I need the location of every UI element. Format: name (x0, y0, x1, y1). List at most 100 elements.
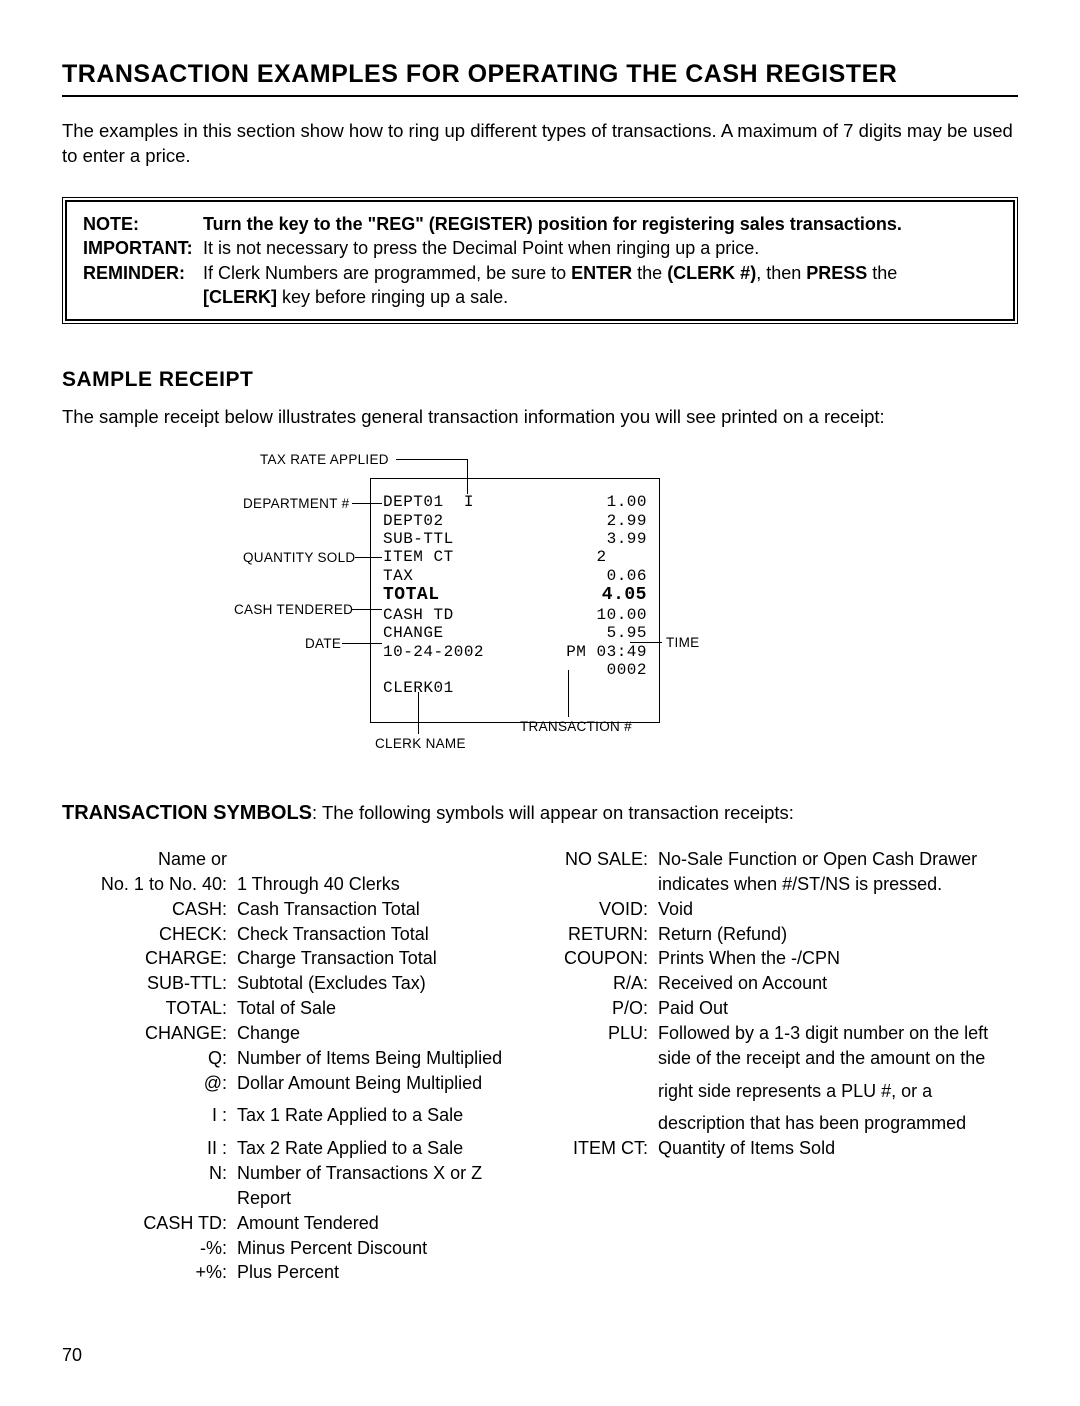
receipt-row: 0002 (383, 661, 647, 679)
ann-transaction-number: TRANSACTION # (520, 719, 632, 734)
symbol-row: No. 1 to No. 40:1 Through 40 Clerks (62, 872, 540, 897)
note-label: IMPORTANT: (83, 236, 203, 260)
symbol-label (540, 1079, 658, 1104)
symbol-row: Name or (62, 847, 540, 872)
symbol-label: N: (62, 1161, 237, 1211)
receipt-row: ITEM CT2 (383, 548, 647, 566)
symbol-row: description that has been programmed (540, 1111, 1018, 1136)
symbol-label: CHARGE: (62, 946, 237, 971)
symbol-text: Tax 1 Rate Applied to a Sale (237, 1103, 540, 1128)
symbol-text: Plus Percent (237, 1260, 540, 1285)
symbol-text: side of the receipt and the amount on th… (658, 1046, 1018, 1071)
note-text: It is not necessary to press the Decimal… (203, 236, 997, 260)
symbol-row: Q:Number of Items Being Multiplied (62, 1046, 540, 1071)
symbol-text: Quantity of Items Sold (658, 1136, 1018, 1161)
symbol-label: NO SALE: (540, 847, 658, 872)
note-text: Turn the key to the "REG" (REGISTER) pos… (203, 212, 997, 236)
symbol-row: PLU:Followed by a 1-3 digit number on th… (540, 1021, 1018, 1046)
ann-department-number: DEPARTMENT # (243, 496, 349, 511)
intro-paragraph: The examples in this section show how to… (62, 119, 1018, 169)
symbol-row: SUB-TTL:Subtotal (Excludes Tax) (62, 971, 540, 996)
symbol-text: Check Transaction Total (237, 922, 540, 947)
receipt-row: DEPT01 I1.00 (383, 493, 647, 511)
symbol-text (237, 847, 540, 872)
receipt-row: 10-24-2002PM 03:49 (383, 643, 647, 661)
note-box: NOTE:Turn the key to the "REG" (REGISTER… (62, 197, 1018, 324)
receipt-row: CLERK01 (383, 679, 647, 697)
note-row: IMPORTANT:It is not necessary to press t… (83, 236, 997, 260)
symbol-text: Change (237, 1021, 540, 1046)
symbol-row: NO SALE:No-Sale Function or Open Cash Dr… (540, 847, 1018, 872)
symbol-row: right side represents a PLU #, or a (540, 1079, 1018, 1104)
transaction-symbols-title: TRANSACTION SYMBOLS (62, 802, 312, 824)
symbol-row: -%:Minus Percent Discount (62, 1236, 540, 1261)
symbol-label (540, 1046, 658, 1071)
symbol-text: Minus Percent Discount (237, 1236, 540, 1261)
symbol-label: CHANGE: (62, 1021, 237, 1046)
note-row: REMINDER:If Clerk Numbers are programmed… (83, 261, 997, 285)
symbol-row: II :Tax 2 Rate Applied to a Sale (62, 1136, 540, 1161)
symbol-text: right side represents a PLU #, or a (658, 1079, 1018, 1104)
symbol-row: CHECK:Check Transaction Total (62, 922, 540, 947)
symbol-text: Amount Tendered (237, 1211, 540, 1236)
symbol-label: I : (62, 1103, 237, 1128)
receipt-row: SUB-TTL3.99 (383, 530, 647, 548)
symbol-label: VOID: (540, 897, 658, 922)
symbol-row: +%:Plus Percent (62, 1260, 540, 1285)
note-row: NOTE:Turn the key to the "REG" (REGISTER… (83, 212, 997, 236)
receipt-row: TAX0.06 (383, 567, 647, 585)
ann-tax-rate-applied: TAX RATE APPLIED (260, 452, 389, 467)
symbol-row: CHARGE:Charge Transaction Total (62, 946, 540, 971)
symbol-label: Q: (62, 1046, 237, 1071)
note-label (83, 285, 203, 309)
symbol-row: RETURN:Return (Refund) (540, 922, 1018, 947)
symbol-row: N:Number of Transactions X or Z Report (62, 1161, 540, 1211)
title-rule (62, 95, 1018, 97)
symbol-text: Cash Transaction Total (237, 897, 540, 922)
symbol-row: R/A:Received on Account (540, 971, 1018, 996)
symbol-text: indicates when #/ST/NS is pressed. (658, 872, 1018, 897)
symbol-text: Prints When the -/CPN (658, 946, 1018, 971)
sample-receipt-text: The sample receipt below illustrates gen… (62, 406, 1018, 428)
symbol-label: CASH: (62, 897, 237, 922)
symbol-text: Tax 2 Rate Applied to a Sale (237, 1136, 540, 1161)
note-label: NOTE: (83, 212, 203, 236)
symbol-label: CASH TD: (62, 1211, 237, 1236)
symbol-row: TOTAL:Total of Sale (62, 996, 540, 1021)
transaction-symbols-subtext: : The following symbols will appear on t… (312, 802, 794, 823)
receipt-row: DEPT022.99 (383, 512, 647, 530)
receipt-row: TOTAL4.05 (383, 585, 647, 606)
symbol-row: COUPON:Prints When the -/CPN (540, 946, 1018, 971)
symbol-label: No. 1 to No. 40: (62, 872, 237, 897)
symbol-text: 1 Through 40 Clerks (237, 872, 540, 897)
symbol-text: Number of Transactions X or Z Report (237, 1161, 540, 1211)
symbol-text: Subtotal (Excludes Tax) (237, 971, 540, 996)
transaction-symbols-heading: TRANSACTION SYMBOLS: The following symbo… (62, 802, 1018, 825)
note-text: [CLERK] key before ringing up a sale. (203, 285, 997, 309)
symbol-label: TOTAL: (62, 996, 237, 1021)
receipt-row: CHANGE5.95 (383, 624, 647, 642)
symbol-text: Number of Items Being Multiplied (237, 1046, 540, 1071)
symbol-row: CHANGE:Change (62, 1021, 540, 1046)
symbol-row: CASH:Cash Transaction Total (62, 897, 540, 922)
symbol-row: CASH TD:Amount Tendered (62, 1211, 540, 1236)
receipt-box: DEPT01 I1.00DEPT022.99SUB-TTL3.99ITEM CT… (370, 478, 660, 723)
symbol-label: Name or (62, 847, 237, 872)
ann-clerk-name: CLERK NAME (375, 736, 466, 751)
ann-date: DATE (305, 636, 341, 651)
receipt-diagram: DEPT01 I1.00DEPT022.99SUB-TTL3.99ITEM CT… (130, 452, 950, 772)
symbol-text: Followed by a 1-3 digit number on the le… (658, 1021, 1018, 1046)
symbol-label (540, 872, 658, 897)
symbol-label (540, 1111, 658, 1136)
transaction-symbols-table: Name orNo. 1 to No. 40:1 Through 40 Cler… (62, 847, 1018, 1285)
symbol-label: SUB-TTL: (62, 971, 237, 996)
symbol-row: side of the receipt and the amount on th… (540, 1046, 1018, 1071)
symbol-text: Total of Sale (237, 996, 540, 1021)
note-text: If Clerk Numbers are programmed, be sure… (203, 261, 997, 285)
page-number: 70 (62, 1345, 1018, 1366)
symbol-text: Dollar Amount Being Multiplied (237, 1071, 540, 1096)
symbol-text: No-Sale Function or Open Cash Drawer (658, 847, 1018, 872)
symbol-row: indicates when #/ST/NS is pressed. (540, 872, 1018, 897)
symbol-row: I :Tax 1 Rate Applied to a Sale (62, 1103, 540, 1128)
symbol-row: @:Dollar Amount Being Multiplied (62, 1071, 540, 1096)
